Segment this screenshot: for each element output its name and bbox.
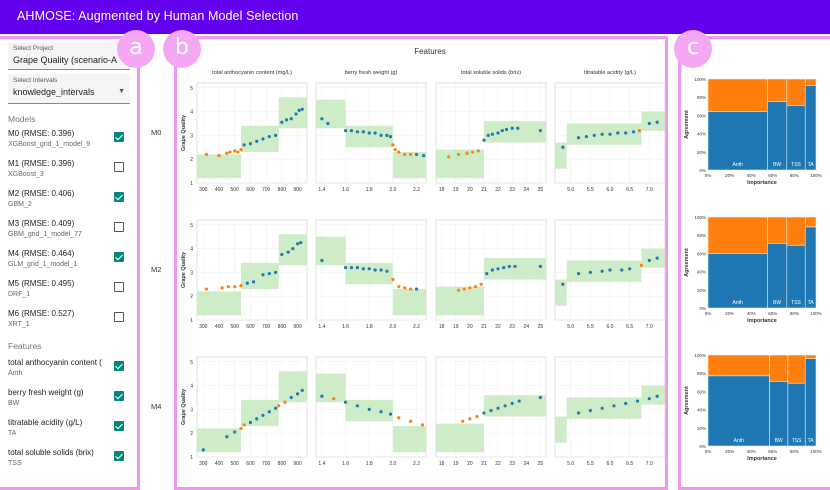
feature-row[interactable]: berry fresh weight (g) BW [8, 388, 128, 414]
feature-checkbox[interactable] [114, 421, 124, 431]
feature-name: total anthocyanin content ( [8, 358, 102, 367]
model-row[interactable]: M3 (RMSE: 0.409) GBM_grid_1_model_77 [8, 219, 128, 245]
features-section-title: Features [8, 341, 42, 351]
feature-checkbox[interactable] [114, 451, 124, 461]
feature-name: total soluble solids (brix) [8, 448, 94, 457]
annotation-b: b [163, 30, 201, 68]
model-row[interactable]: M6 (RMSE: 0.527) XRT_1 [8, 309, 128, 335]
feature-sub: Anth [8, 370, 23, 377]
feature-row[interactable]: titratable acidity (g/L) TA [8, 418, 128, 444]
model-checkbox[interactable] [114, 162, 124, 172]
project-select[interactable]: Select Project Grape Quality (scenario-A [8, 42, 130, 70]
row-model-label: M2 [151, 265, 161, 274]
annotation-a: a [117, 30, 155, 68]
models-section-title: Models [8, 114, 36, 124]
model-name: M2 (RMSE: 0.406) [8, 189, 75, 198]
model-name: M1 (RMSE: 0.396) [8, 159, 75, 168]
model-row[interactable]: M1 (RMSE: 0.396) XGBoost_3 [8, 159, 128, 185]
model-sub: GLM_grid_1_model_1 [8, 261, 78, 268]
model-sub: XGBoost_3 [8, 171, 44, 178]
model-row[interactable]: M5 (RMSE: 0.495) DRF_1 [8, 279, 128, 305]
model-sub: GBM_grid_1_model_77 [8, 231, 82, 238]
feature-sub: BW [8, 400, 20, 407]
sidebar: Select Project Grape Quality (scenario-A… [0, 34, 140, 490]
feature-sub: TSS [8, 460, 22, 467]
feature-name: berry fresh weight (g) [8, 388, 84, 397]
feature-name: titratable acidity (g/L) [8, 418, 83, 427]
app-title: AHMOSE: Augmented by Human Model Selecti… [17, 9, 299, 23]
model-checkbox[interactable] [114, 312, 124, 322]
sidebar-panel-frame [0, 36, 140, 490]
project-select-value: Grape Quality (scenario-A [13, 55, 118, 65]
feature-checkbox[interactable] [114, 391, 124, 401]
feature-row[interactable]: total soluble solids (brix) TSS [8, 448, 128, 474]
model-row[interactable]: M4 (RMSE: 0.464) GLM_grid_1_model_1 [8, 249, 128, 275]
row-model-label: M4 [151, 402, 161, 411]
model-checkbox[interactable] [114, 192, 124, 202]
model-row[interactable]: M0 (RMSE: 0.396) XGBoost_grid_1_model_9 [8, 129, 128, 155]
model-checkbox[interactable] [114, 252, 124, 262]
row-model-label: M0 [151, 128, 161, 137]
model-row[interactable]: M2 (RMSE: 0.406) GBM_2 [8, 189, 128, 215]
model-name: M3 (RMSE: 0.409) [8, 219, 75, 228]
model-name: M0 (RMSE: 0.396) [8, 129, 75, 138]
model-checkbox[interactable] [114, 132, 124, 142]
model-sub: GBM_2 [8, 201, 32, 208]
project-select-label: Select Project [13, 45, 54, 52]
model-name: M6 (RMSE: 0.527) [8, 309, 75, 318]
feature-checkbox[interactable] [114, 361, 124, 371]
annotation-c: c [674, 30, 712, 68]
feature-row[interactable]: total anthocyanin content ( Anth [8, 358, 128, 384]
model-sub: XGBoost_grid_1_model_9 [8, 141, 91, 148]
model-name: M4 (RMSE: 0.464) [8, 249, 75, 258]
model-sub: XRT_1 [8, 321, 30, 328]
feature-sub: TA [8, 430, 17, 437]
agreement-panel-frame [678, 36, 830, 490]
features-panel-frame [174, 36, 668, 490]
model-name: M5 (RMSE: 0.495) [8, 279, 75, 288]
model-checkbox[interactable] [114, 222, 124, 232]
intervals-select[interactable]: Select Intervals knowledge_intervals ▼ [8, 74, 130, 104]
model-checkbox[interactable] [114, 282, 124, 292]
intervals-select-value: knowledge_intervals [13, 87, 95, 97]
chevron-down-icon: ▼ [118, 88, 125, 95]
app-bar: AHMOSE: Augmented by Human Model Selecti… [0, 0, 830, 34]
model-sub: DRF_1 [8, 291, 31, 298]
intervals-select-label: Select Intervals [13, 77, 58, 84]
